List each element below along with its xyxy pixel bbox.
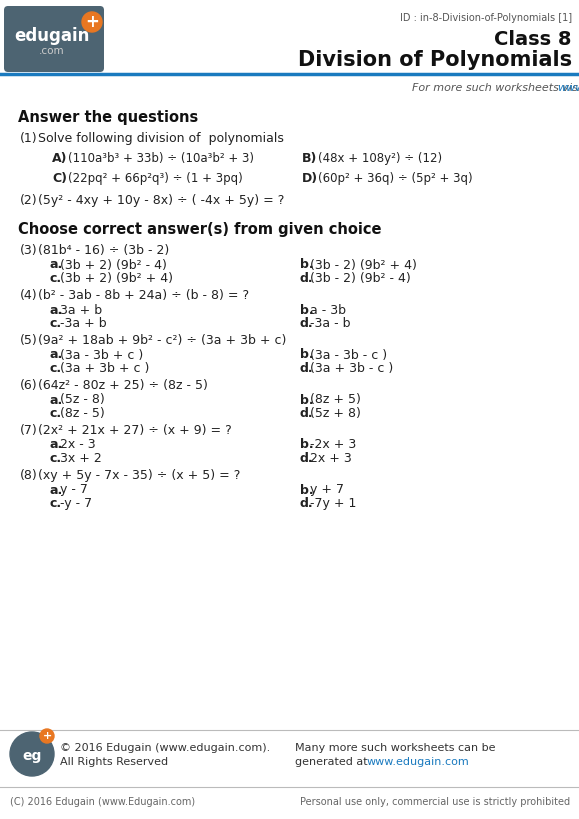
Text: (3a + 3b + c ): (3a + 3b + c ) [60, 362, 149, 375]
Text: 3a + b: 3a + b [60, 304, 102, 316]
Text: a.: a. [50, 259, 63, 272]
Text: All Rights Reserved: All Rights Reserved [60, 757, 168, 767]
Text: A): A) [52, 152, 68, 165]
Text: c.: c. [50, 362, 62, 375]
Text: (3b - 2) (9b² + 4): (3b - 2) (9b² + 4) [310, 259, 417, 272]
Text: b.: b. [300, 349, 314, 361]
Text: d.: d. [300, 407, 314, 420]
Text: (110a³b³ + 33b) ÷ (10a³b² + 3): (110a³b³ + 33b) ÷ (10a³b² + 3) [68, 152, 254, 165]
Text: (2): (2) [20, 194, 38, 207]
Text: b.: b. [300, 393, 314, 406]
Text: (4): (4) [20, 289, 38, 302]
Text: (5z + 8): (5z + 8) [310, 407, 361, 420]
Text: (9a² + 18ab + 9b² - c²) ÷ (3a + 3b + c): (9a² + 18ab + 9b² - c²) ÷ (3a + 3b + c) [38, 334, 287, 347]
Text: Choose correct answer(s) from given choice: Choose correct answer(s) from given choi… [18, 222, 382, 237]
Text: a.: a. [50, 304, 63, 316]
Text: -3a - b: -3a - b [310, 317, 350, 330]
Text: C): C) [52, 172, 67, 185]
Text: c.: c. [50, 272, 62, 285]
Text: Class 8: Class 8 [494, 30, 572, 49]
Text: (3b + 2) (9b² + 4): (3b + 2) (9b² + 4) [60, 272, 173, 285]
Text: d.: d. [300, 362, 314, 375]
Text: a.: a. [50, 349, 63, 361]
Text: c.: c. [50, 407, 62, 420]
Text: a.: a. [50, 438, 63, 451]
Text: ID : in-8-Division-of-Polynomials [1]: ID : in-8-Division-of-Polynomials [1] [400, 13, 572, 23]
Text: y + 7: y + 7 [310, 483, 344, 496]
Text: d.: d. [300, 317, 314, 330]
Text: (xy + 5y - 7x - 35) ÷ (x + 5) = ?: (xy + 5y - 7x - 35) ÷ (x + 5) = ? [38, 469, 240, 482]
Text: Personal use only, commercial use is strictly prohibited: Personal use only, commercial use is str… [300, 797, 570, 807]
Text: (3b - 2) (9b² - 4): (3b - 2) (9b² - 4) [310, 272, 411, 285]
Text: (81b⁴ - 16) ÷ (3b - 2): (81b⁴ - 16) ÷ (3b - 2) [38, 244, 169, 257]
Text: Many more such worksheets can be: Many more such worksheets can be [295, 743, 496, 753]
Text: D): D) [302, 172, 318, 185]
Text: d.: d. [300, 272, 314, 285]
Text: -2x + 3: -2x + 3 [310, 438, 356, 451]
Text: 3x + 2: 3x + 2 [60, 452, 102, 465]
FancyBboxPatch shape [4, 6, 104, 72]
Text: (7): (7) [20, 424, 38, 437]
Text: (3b + 2) (9b² - 4): (3b + 2) (9b² - 4) [60, 259, 167, 272]
Text: www.edugain.com: www.edugain.com [557, 83, 579, 93]
Text: d.: d. [300, 452, 314, 465]
Text: (5y² - 4xy + 10y - 8x) ÷ ( -4x + 5y) = ?: (5y² - 4xy + 10y - 8x) ÷ ( -4x + 5y) = ? [38, 194, 284, 207]
Text: (3a - 3b - c ): (3a - 3b - c ) [310, 349, 387, 361]
Text: www.edugain.com: www.edugain.com [367, 757, 470, 767]
Text: (60p² + 36q) ÷ (5p² + 3q): (60p² + 36q) ÷ (5p² + 3q) [318, 172, 472, 185]
Text: (64z² - 80z + 25) ÷ (8z - 5): (64z² - 80z + 25) ÷ (8z - 5) [38, 379, 208, 392]
Text: y - 7: y - 7 [60, 483, 88, 496]
Text: (5): (5) [20, 334, 38, 347]
Text: (22pq² + 66p²q³) ÷ (1 + 3pq): (22pq² + 66p²q³) ÷ (1 + 3pq) [68, 172, 243, 185]
Text: b.: b. [300, 304, 314, 316]
Text: -3a + b: -3a + b [60, 317, 107, 330]
Text: (8): (8) [20, 469, 38, 482]
Circle shape [82, 12, 102, 32]
Text: 2x + 3: 2x + 3 [310, 452, 352, 465]
Text: +: + [42, 731, 52, 741]
Text: (48x + 108y²) ÷ (12): (48x + 108y²) ÷ (12) [318, 152, 442, 165]
Text: b.: b. [300, 483, 314, 496]
Text: +: + [85, 13, 99, 31]
Text: (3): (3) [20, 244, 38, 257]
Text: -7y + 1: -7y + 1 [310, 497, 357, 510]
Text: d.: d. [300, 497, 314, 510]
Text: (6): (6) [20, 379, 38, 392]
Text: .com: .com [39, 46, 65, 56]
Text: © 2016 Edugain (www.edugain.com).: © 2016 Edugain (www.edugain.com). [60, 743, 270, 753]
Text: a.: a. [50, 393, 63, 406]
Text: -y - 7: -y - 7 [60, 497, 92, 510]
Circle shape [10, 732, 54, 776]
Text: (b² - 3ab - 8b + 24a) ÷ (b - 8) = ?: (b² - 3ab - 8b + 24a) ÷ (b - 8) = ? [38, 289, 249, 302]
Text: c.: c. [50, 497, 62, 510]
Text: b.: b. [300, 259, 314, 272]
Text: (8z + 5): (8z + 5) [310, 393, 361, 406]
Text: (C) 2016 Edugain (www.Edugain.com): (C) 2016 Edugain (www.Edugain.com) [10, 797, 195, 807]
Text: a.: a. [50, 483, 63, 496]
Text: c.: c. [50, 452, 62, 465]
Text: Solve following division of  polynomials: Solve following division of polynomials [38, 132, 284, 145]
Text: For more such worksheets visit: For more such worksheets visit [412, 83, 579, 93]
Text: Answer the questions: Answer the questions [18, 110, 198, 125]
Text: 2x - 3: 2x - 3 [60, 438, 96, 451]
Circle shape [40, 729, 54, 743]
Text: edugain: edugain [14, 27, 90, 45]
Text: generated at: generated at [295, 757, 371, 767]
Text: (2x² + 21x + 27) ÷ (x + 9) = ?: (2x² + 21x + 27) ÷ (x + 9) = ? [38, 424, 232, 437]
Text: c.: c. [50, 317, 62, 330]
Text: (5z - 8): (5z - 8) [60, 393, 105, 406]
Text: (3a + 3b - c ): (3a + 3b - c ) [310, 362, 393, 375]
Text: Division of Polynomials: Division of Polynomials [298, 50, 572, 70]
Text: (8z - 5): (8z - 5) [60, 407, 105, 420]
Text: (1): (1) [20, 132, 38, 145]
Text: eg: eg [23, 749, 42, 763]
Text: b.: b. [300, 438, 314, 451]
Text: B): B) [302, 152, 317, 165]
Text: a - 3b: a - 3b [310, 304, 346, 316]
Text: (3a - 3b + c ): (3a - 3b + c ) [60, 349, 143, 361]
